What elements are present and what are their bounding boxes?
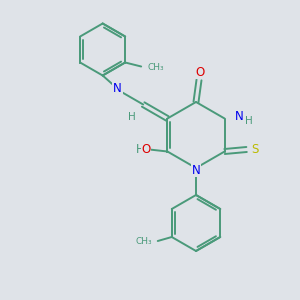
Text: N: N: [235, 110, 243, 123]
Text: CH₃: CH₃: [147, 63, 164, 72]
Text: CH₃: CH₃: [135, 238, 152, 247]
Text: O: O: [141, 143, 150, 156]
Text: N: N: [192, 164, 200, 176]
Text: H: H: [244, 116, 252, 127]
Text: S: S: [251, 143, 258, 156]
Text: H: H: [136, 143, 144, 156]
Text: O: O: [195, 65, 205, 79]
Text: H: H: [128, 112, 136, 122]
Text: N: N: [113, 82, 122, 95]
